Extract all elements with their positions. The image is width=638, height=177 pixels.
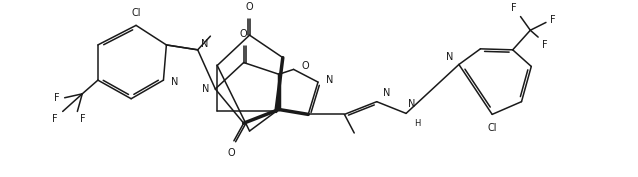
Text: F: F <box>80 114 86 124</box>
Text: F: F <box>542 40 547 50</box>
Text: O: O <box>301 61 309 72</box>
Text: Cl: Cl <box>131 8 141 18</box>
Text: F: F <box>54 93 60 103</box>
Text: F: F <box>511 3 517 13</box>
Text: H: H <box>414 119 420 128</box>
Text: F: F <box>550 15 556 25</box>
Text: O: O <box>227 148 235 158</box>
Text: F: F <box>52 114 58 124</box>
Text: N: N <box>202 84 209 94</box>
Text: O: O <box>240 29 248 39</box>
Text: N: N <box>408 99 415 110</box>
Text: N: N <box>171 77 179 87</box>
Text: N: N <box>200 39 208 49</box>
Text: Cl: Cl <box>487 123 497 133</box>
Text: N: N <box>326 75 333 85</box>
Text: N: N <box>446 52 453 62</box>
Text: N: N <box>383 88 390 98</box>
Text: O: O <box>246 2 253 12</box>
